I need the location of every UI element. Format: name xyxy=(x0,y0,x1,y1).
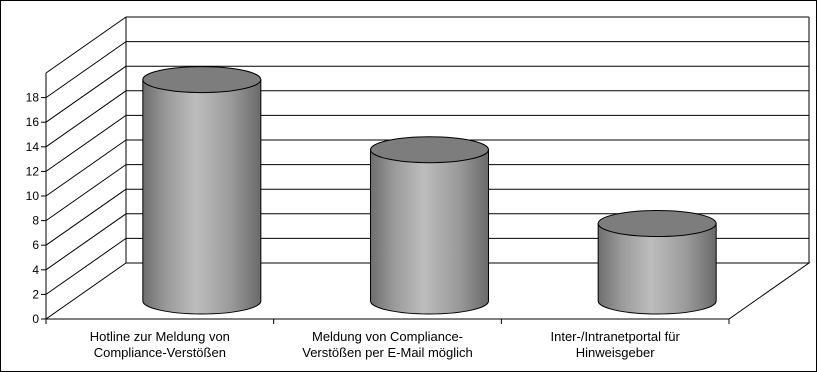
side-gridline xyxy=(45,188,127,246)
bar-top xyxy=(370,136,489,164)
side-gridline xyxy=(45,237,127,295)
y-tick-label: 6 xyxy=(32,238,39,252)
side-gridline xyxy=(45,213,127,271)
y-tick-label: 14 xyxy=(26,140,40,154)
y-tick-label: 0 xyxy=(32,312,39,326)
side-gridline xyxy=(45,90,127,148)
x-category-label: Meldung von Compliance-Verstößen per E-M… xyxy=(302,329,473,360)
bar-top xyxy=(597,210,717,238)
side-wall-top-edge xyxy=(45,16,127,74)
bars xyxy=(142,66,717,315)
bar-body xyxy=(370,149,489,315)
y-tick-label: 8 xyxy=(32,214,39,228)
bar-top xyxy=(142,66,262,94)
bar-body xyxy=(597,223,717,315)
side-gridline xyxy=(45,164,127,222)
y-axis: 0 2 4 6 8 10 12 14 16 18 xyxy=(26,73,47,326)
bar-cylinder xyxy=(142,66,262,315)
bar-body xyxy=(142,79,262,315)
y-tick-label: 10 xyxy=(26,189,40,203)
y-tick-label: 12 xyxy=(26,164,40,178)
bar-cylinder xyxy=(597,210,717,315)
y-tick-label: 2 xyxy=(32,287,39,301)
y-tick-label: 16 xyxy=(26,115,40,129)
y-tick-label: 18 xyxy=(26,91,40,105)
side-gridline xyxy=(45,41,127,99)
bar-cylinder xyxy=(370,136,489,315)
x-category-label: Inter-/Intranetportal für Hinweisgeber xyxy=(550,329,680,360)
x-category-label: Hotline zur Meldung von Compliance-Verstö… xyxy=(90,329,230,360)
side-gridline xyxy=(45,139,127,197)
side-gridline xyxy=(45,65,127,123)
side-gridline xyxy=(45,114,127,172)
x-axis: Hotline zur Meldung von Compliance-Verstö… xyxy=(45,318,730,360)
y-tick-label: 4 xyxy=(32,263,39,277)
